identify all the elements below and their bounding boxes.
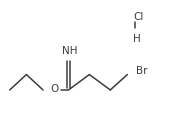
Text: Br: Br xyxy=(136,66,148,76)
Text: NH: NH xyxy=(62,46,78,56)
Text: O: O xyxy=(50,84,58,94)
Text: H: H xyxy=(133,34,141,44)
Text: Cl: Cl xyxy=(133,12,143,22)
